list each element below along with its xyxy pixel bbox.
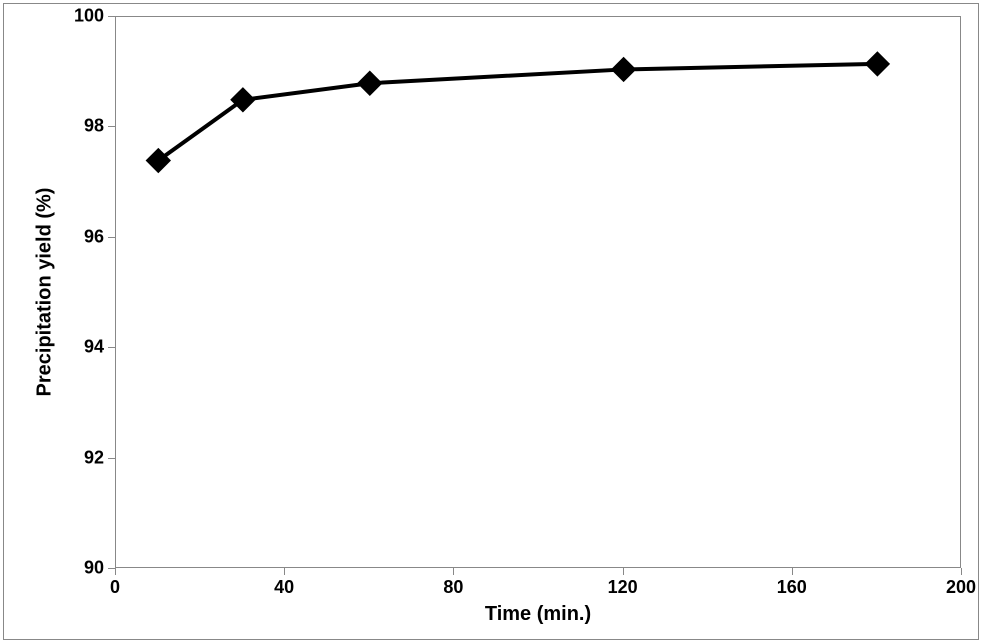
chart-plot-area xyxy=(115,16,961,568)
y-tick-label: 100 xyxy=(74,6,104,27)
y-tick-label: 96 xyxy=(84,226,104,247)
y-tick xyxy=(108,568,115,569)
y-tick-label: 92 xyxy=(84,447,104,468)
x-tick xyxy=(792,568,793,575)
y-tick-label: 90 xyxy=(84,558,104,579)
y-tick xyxy=(108,237,115,238)
y-tick-label: 94 xyxy=(84,337,104,358)
y-tick-label: 98 xyxy=(84,116,104,137)
x-axis-label: Time (min.) xyxy=(485,603,591,626)
x-tick xyxy=(453,568,454,575)
y-tick xyxy=(108,126,115,127)
y-tick xyxy=(108,347,115,348)
x-tick-label: 120 xyxy=(608,577,638,598)
series-marker xyxy=(865,52,889,76)
x-tick-label: 160 xyxy=(777,577,807,598)
series-line xyxy=(158,64,877,161)
x-tick xyxy=(623,568,624,575)
y-tick xyxy=(108,458,115,459)
y-tick xyxy=(108,16,115,17)
x-tick xyxy=(284,568,285,575)
y-axis-label: Precipitation yield (%) xyxy=(34,188,57,397)
x-tick xyxy=(961,568,962,575)
series-marker xyxy=(358,71,382,95)
x-tick-label: 40 xyxy=(274,577,294,598)
x-tick-label: 200 xyxy=(946,577,976,598)
x-tick xyxy=(115,568,116,575)
x-tick-label: 0 xyxy=(110,577,120,598)
series-marker xyxy=(612,57,636,81)
x-tick-label: 80 xyxy=(443,577,463,598)
chart-series-svg xyxy=(116,17,962,569)
